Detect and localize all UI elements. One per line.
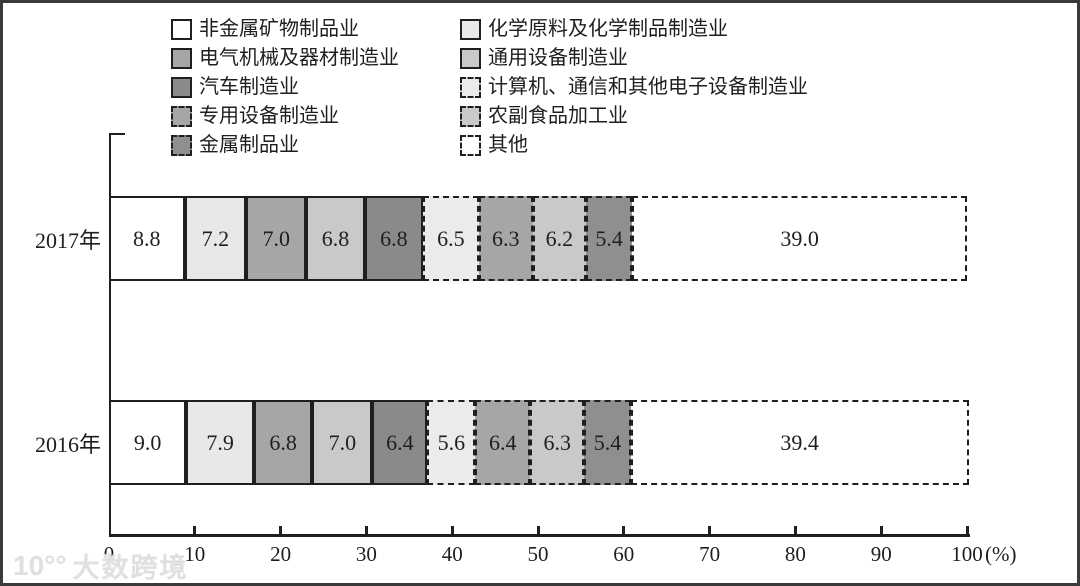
legend-label: 计算机、通信和其他电子设备制造业 (488, 76, 808, 98)
bar-segment: 6.4 (372, 400, 428, 485)
legend-label: 其他 (488, 134, 528, 156)
legend-swatch-icon (171, 18, 192, 40)
bar-segment: 6.8 (254, 400, 313, 485)
bar-segment: 7.9 (186, 400, 254, 485)
bar-segment: 6.3 (530, 400, 585, 485)
bar-segment: 6.5 (423, 196, 479, 281)
legend-swatch-icon (171, 47, 192, 69)
legend-item-6: 专用设备制造业 (171, 105, 460, 127)
x-axis-line (109, 534, 970, 537)
bar-segment: 6.2 (532, 196, 586, 281)
x-axis-tick-label: 70 (699, 542, 721, 566)
bar-segment: 6.8 (364, 196, 423, 281)
bar-segment: 9.0 (109, 400, 187, 485)
bar-segment: 39.0 (632, 196, 967, 281)
x-axis-tick-label: 30 (355, 542, 377, 566)
x-axis-unit-label: (%) (985, 542, 1017, 566)
x-axis-tick-label: 60 (613, 542, 635, 566)
y-axis-top-cap (109, 133, 125, 135)
x-axis-tick (879, 526, 883, 534)
legend-label: 非金属矿物制品业 (199, 18, 359, 40)
watermark-text: 大数跨境 (72, 553, 189, 583)
legend-swatch-icon (171, 105, 192, 127)
bar-row-0: 8.8 7.2 7.0 6.8 6.8 6.5 6.3 6.2 5.4 39.0 (109, 196, 967, 281)
bar-row-label-0: 2017年 (34, 227, 101, 253)
bar-segment: 39.4 (630, 400, 969, 485)
legend-item-9: 其他 (460, 134, 808, 156)
bar-segment: 6.4 (475, 400, 531, 485)
bar-segment: 5.4 (586, 196, 633, 281)
x-axis-tick-label: 20 (270, 542, 292, 566)
x-axis-tick (536, 526, 540, 534)
x-axis-tick-label: 80 (784, 542, 806, 566)
legend-label: 化学原料及化学制品制造业 (488, 18, 728, 40)
legend-label: 专用设备制造业 (199, 105, 339, 127)
legend-label: 农副食品加工业 (488, 105, 628, 127)
legend-swatch-icon (460, 18, 481, 40)
legend-swatch-icon (460, 47, 481, 69)
x-axis-tick-label: 50 (527, 542, 549, 566)
x-axis-tick-label: 90 (870, 542, 892, 566)
x-axis-tick (708, 526, 712, 534)
legend-label: 通用设备制造业 (488, 47, 628, 69)
watermark: 10°° 大数跨境 (13, 546, 189, 584)
y-axis-line (109, 133, 111, 536)
bar-segment: 5.6 (427, 400, 476, 485)
legend-swatch-icon (460, 76, 481, 98)
bar-segment: 6.3 (478, 196, 533, 281)
legend-swatch-icon (460, 105, 481, 127)
legend-label: 电气机械及器材制造业 (199, 47, 399, 69)
bar-segment: 8.8 (109, 196, 185, 281)
x-axis-tick (364, 526, 368, 534)
bar-row-label-1: 2016年 (34, 431, 101, 457)
bar-segment: 7.0 (312, 400, 373, 485)
x-axis-tick (450, 526, 454, 534)
x-axis-tick (793, 526, 797, 534)
bar-segment: 5.4 (584, 400, 631, 485)
legend-item-3: 通用设备制造业 (460, 47, 808, 69)
legend-item-4: 汽车制造业 (171, 76, 460, 98)
legend-item-1: 化学原料及化学制品制造业 (460, 18, 808, 40)
x-axis-tick (965, 526, 969, 534)
legend-item-8: 金属制品业 (171, 134, 460, 156)
bar-segment: 7.2 (184, 196, 247, 281)
bar-row-1: 9.0 7.9 6.8 7.0 6.4 5.6 6.4 6.3 5.4 39.4 (109, 400, 969, 485)
x-axis-tick-label: 0 (103, 542, 115, 566)
legend-item-2: 电气机械及器材制造业 (171, 47, 460, 69)
x-axis-tick-label: 10 (184, 542, 206, 566)
x-axis-tick (622, 526, 626, 534)
x-axis-tick-label: 40 (441, 542, 463, 566)
watermark-logo-icon: 10°° (13, 549, 67, 581)
legend: 非金属矿物制品业 化学原料及化学制品制造业电气机械及器材制造业 通用设备制造业汽车制… (171, 18, 808, 156)
legend-swatch-icon (171, 134, 192, 156)
legend-swatch-icon (460, 134, 481, 156)
x-axis-tick (279, 526, 283, 534)
x-axis-tick (193, 526, 197, 534)
x-axis-tick-label: 100 (951, 542, 983, 566)
bar-segment: 7.0 (246, 196, 307, 281)
legend-item-7: 农副食品加工业 (460, 105, 808, 127)
legend-label: 汽车制造业 (199, 76, 299, 98)
legend-swatch-icon (171, 76, 192, 98)
legend-label: 金属制品业 (199, 134, 299, 156)
legend-item-5: 计算机、通信和其他电子设备制造业 (460, 76, 808, 98)
bar-segment: 6.8 (306, 196, 365, 281)
legend-item-0: 非金属矿物制品业 (171, 18, 460, 40)
